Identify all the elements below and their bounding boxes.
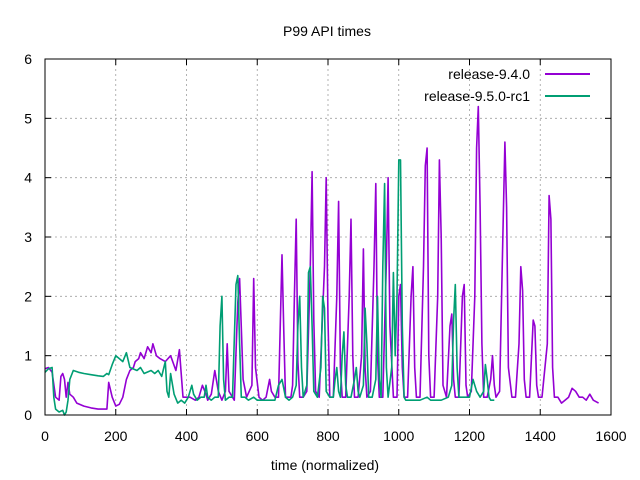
x-tick-label: 1000: [383, 428, 414, 444]
legend: release-9.4.0 release-9.5.0-rc1: [424, 66, 590, 104]
x-tick-label: 800: [316, 428, 340, 444]
y-tick-label: 2: [24, 288, 32, 304]
series-line-release-9-5-0-rc1: [44, 159, 495, 416]
y-tick-label: 5: [24, 110, 32, 126]
x-axis-label: time (normalized): [271, 457, 379, 473]
y-tick-label: 4: [24, 170, 32, 186]
x-tick-label: 1400: [525, 428, 556, 444]
series-layer: [44, 105, 599, 416]
x-tick-label: 1200: [454, 428, 485, 444]
x-tick-label: 400: [175, 428, 199, 444]
legend-label: release-9.5.0-rc1: [424, 88, 530, 104]
x-tick-label: 600: [246, 428, 270, 444]
x-tick-label: 0: [41, 428, 49, 444]
grid-lines: [45, 59, 611, 415]
y-tick-label: 1: [24, 348, 32, 364]
legend-label: release-9.4.0: [448, 66, 530, 82]
chart-title: P99 API times: [283, 23, 371, 39]
x-tick-label: 200: [104, 428, 128, 444]
x-tick-label: 1600: [595, 428, 626, 444]
y-tick-label: 0: [24, 407, 32, 423]
y-tick-label: 3: [24, 229, 32, 245]
series-line-release-9-4-0: [44, 105, 599, 410]
y-tick-label: 6: [24, 51, 32, 67]
axis-ticks: 0 200 400 600 800 1000 1200 1400 1600 0 1 2 3 4 5 6: [24, 51, 627, 444]
